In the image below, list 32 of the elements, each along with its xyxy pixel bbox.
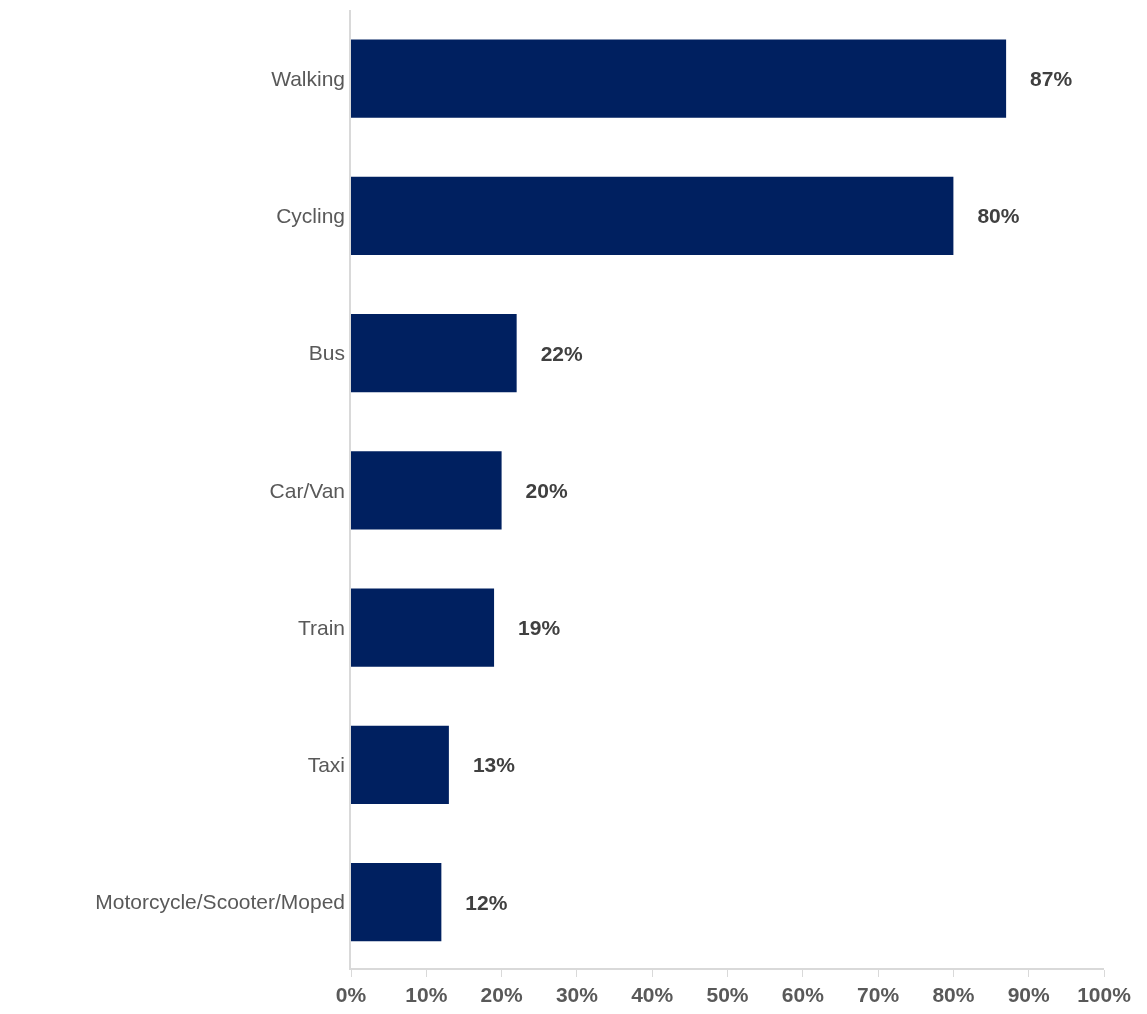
bar [351, 863, 442, 942]
data-label: 87% [1030, 67, 1073, 91]
y-tick-label: Train [297, 615, 346, 639]
y-tick-label: Bus [308, 341, 346, 365]
x-tick-label: 40% [631, 982, 674, 1006]
y-tick-label: Motorcycle/Scooter/Moped [95, 890, 346, 914]
x-tick-label: 80% [932, 982, 975, 1006]
bar [351, 176, 954, 255]
x-tick-label: 0% [335, 982, 367, 1006]
y-tick-label: Taxi [307, 753, 346, 777]
y-tick-label: Cycling [276, 204, 346, 228]
bar [351, 39, 1007, 118]
x-tick-label: 10% [405, 982, 448, 1006]
data-label: 12% [465, 890, 508, 914]
bar [351, 451, 502, 530]
data-label: 19% [518, 616, 561, 640]
x-tick-label: 50% [706, 982, 749, 1006]
y-tick-label: Car/Van [269, 478, 346, 502]
bar [351, 588, 495, 667]
bar [351, 314, 517, 393]
x-tick-label: 30% [555, 982, 599, 1006]
data-label: 20% [525, 478, 568, 502]
y-tick-label: Walking [271, 66, 346, 90]
x-tick-label: 70% [857, 982, 900, 1006]
bar [351, 725, 449, 804]
data-label: 13% [472, 753, 516, 777]
data-label: 22% [540, 341, 584, 365]
x-tick-label: 90% [1007, 982, 1051, 1006]
x-tick-label: 20% [480, 982, 523, 1006]
data-label: 80% [977, 204, 1020, 228]
x-tick-label: 100% [1077, 982, 1132, 1006]
x-tick-label: 60% [781, 982, 825, 1006]
